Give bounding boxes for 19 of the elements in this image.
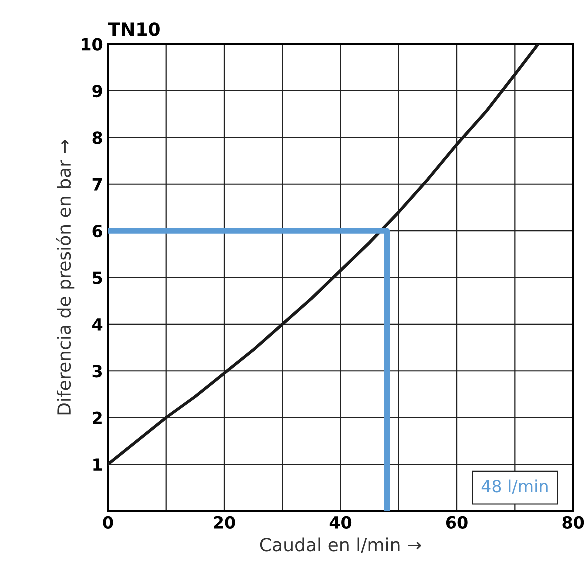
y-tick-label: 5 bbox=[93, 272, 102, 284]
chart-title: TN10 bbox=[108, 22, 160, 36]
y-tick-label: 8 bbox=[92, 132, 102, 144]
x-axis-title: Caudal en l/min → bbox=[260, 538, 422, 554]
y-tick-label: 1 bbox=[94, 458, 102, 471]
y-tick-label: 9 bbox=[92, 84, 102, 98]
x-tick-label: 20 bbox=[214, 516, 236, 529]
y-tick-label: 10 bbox=[82, 38, 103, 51]
y-tick-label: 2 bbox=[93, 412, 102, 424]
y-tick-label: 3 bbox=[92, 365, 102, 378]
x-tick-label: 80 bbox=[562, 516, 584, 529]
x-tick-label: 0 bbox=[103, 516, 114, 529]
y-tick-label: 7 bbox=[92, 178, 102, 191]
annotation: 48 l/min bbox=[482, 480, 548, 494]
y-tick-label: 4 bbox=[92, 318, 103, 331]
x-tick-label: 60 bbox=[446, 516, 468, 529]
y-tick-label: 6 bbox=[92, 225, 102, 238]
x-tick-label: 40 bbox=[330, 516, 352, 529]
y-axis-title: Diferencia de presión en bar → bbox=[56, 140, 75, 415]
